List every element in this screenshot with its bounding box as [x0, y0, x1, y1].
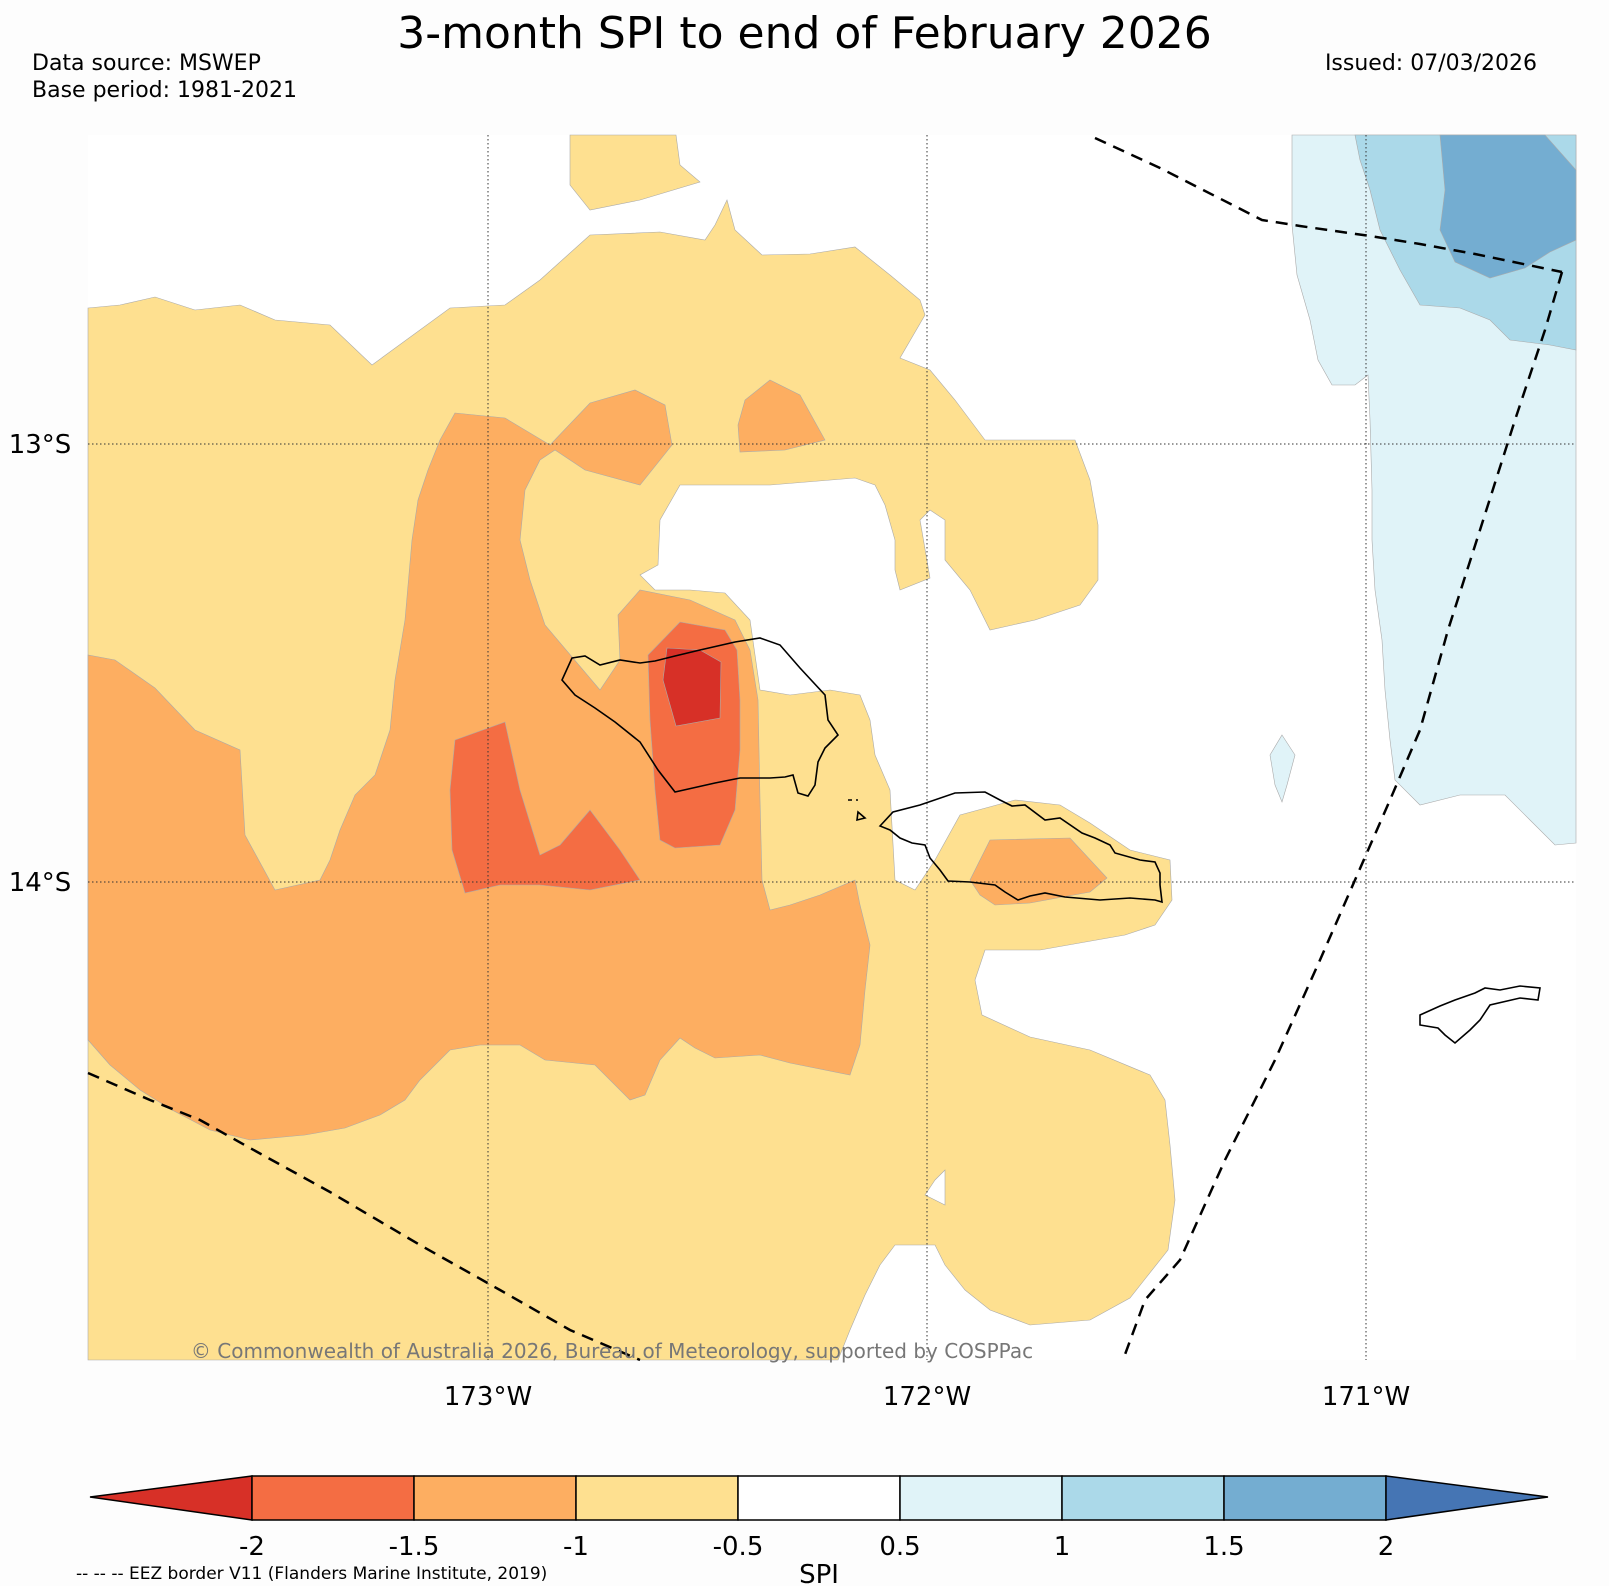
colorbar-tick: 2	[1378, 1532, 1395, 1562]
savaii-island-outline	[561, 637, 840, 797]
upolu-island-outline	[878, 791, 1163, 904]
colorbar-tick: 1.5	[1203, 1532, 1244, 1562]
issued-date: Issued: 07/03/2026	[1324, 51, 1537, 76]
lat-label-14s: 14°S	[9, 868, 72, 898]
tutuila-island-outline	[1419, 985, 1541, 1045]
colorbar-bin-7	[1223, 1475, 1387, 1521]
eez-border	[87, 136, 1564, 1362]
islet-outline	[856, 810, 867, 822]
colorbar-extend-low	[89, 1475, 253, 1521]
coastlines	[561, 637, 1541, 1045]
lon-label-173w: 173°W	[444, 1382, 532, 1412]
colorbar-bin-4	[737, 1475, 901, 1521]
colorbar-label: SPI	[799, 1560, 839, 1586]
map-title: 3-month SPI to end of February 2026	[397, 8, 1212, 59]
colorbar-ticks: -2 -1.5 -1 -0.5 0.5 1 1.5 2	[239, 1532, 1394, 1562]
colorbar-bin-3	[575, 1475, 739, 1521]
colorbar-tick: 0.5	[879, 1532, 920, 1562]
copyright-credit: © Commonwealth of Australia 2026, Bureau…	[191, 1339, 1033, 1363]
colorbar-tick: 1	[1054, 1532, 1071, 1562]
eez-footnote: -- -- -- EEZ border V11 (Flanders Marine…	[76, 1564, 548, 1584]
data-source-text: Data source: MSWEP	[32, 51, 261, 76]
colorbar-tick: -2	[239, 1532, 265, 1562]
colorbar-tick: -1	[563, 1532, 589, 1562]
lon-label-171w: 171°W	[1322, 1382, 1410, 1412]
colorbar-bin-2	[413, 1475, 577, 1521]
data-source-info: Data source: MSWEP Base period: 1981-202…	[32, 50, 297, 104]
colorbar-bin-5	[899, 1475, 1063, 1521]
lon-label-172w: 172°W	[883, 1382, 971, 1412]
colorbar	[89, 1475, 1549, 1521]
colorbar-bin-1	[251, 1475, 415, 1521]
lat-label-13s: 13°S	[9, 430, 72, 460]
colorbar-tick: -0.5	[713, 1532, 764, 1562]
colorbar-extend-high	[1385, 1475, 1549, 1521]
spi-contour-plus15	[1439, 134, 1577, 279]
colorbar-bin-6	[1061, 1475, 1225, 1521]
graticule	[88, 135, 1576, 1360]
base-period-text: Base period: 1981-2021	[32, 78, 297, 103]
colorbar-tick: -1.5	[389, 1532, 440, 1562]
